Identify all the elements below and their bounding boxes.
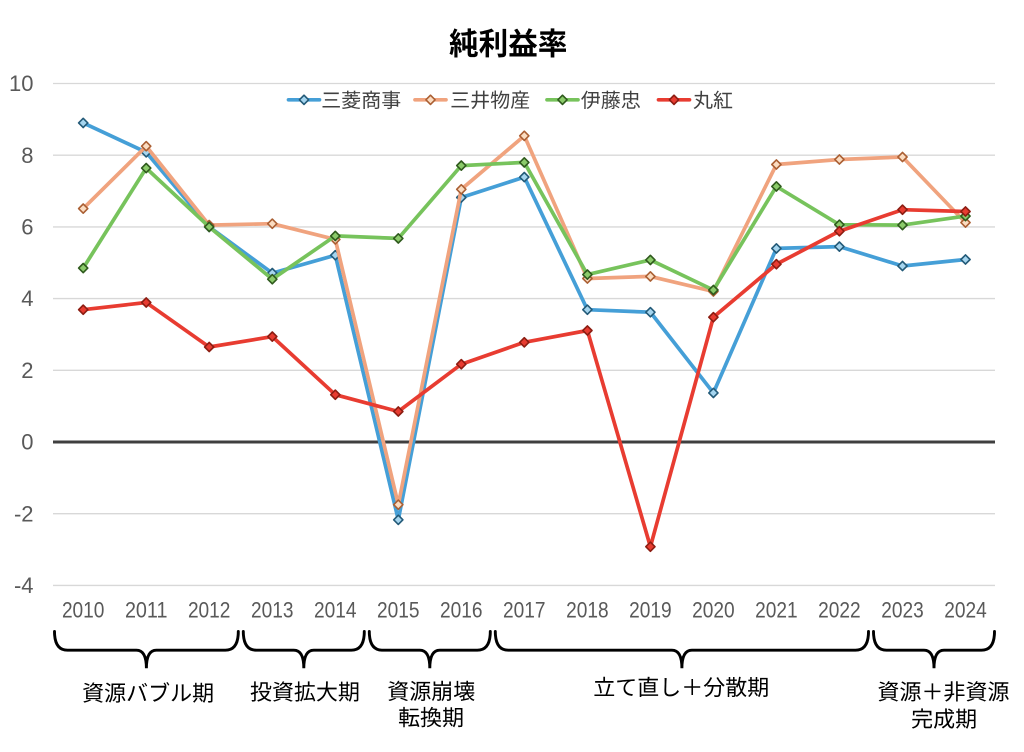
svg-text:2016: 2016 (440, 598, 483, 623)
svg-text:-2: -2 (14, 501, 34, 526)
svg-text:2018: 2018 (566, 598, 609, 623)
svg-text:0: 0 (21, 430, 33, 455)
svg-text:2019: 2019 (629, 598, 672, 623)
svg-text:2017: 2017 (503, 598, 546, 623)
svg-text:2: 2 (21, 358, 33, 383)
svg-text:2024: 2024 (944, 598, 987, 623)
svg-text:2013: 2013 (251, 598, 294, 623)
svg-text:2021: 2021 (755, 598, 798, 623)
svg-text:2023: 2023 (881, 598, 924, 623)
svg-text:6: 6 (21, 215, 33, 240)
svg-text:2011: 2011 (125, 598, 168, 623)
svg-text:-4: -4 (14, 573, 34, 598)
svg-text:2014: 2014 (314, 598, 357, 623)
svg-text:4: 4 (21, 286, 33, 311)
svg-text:2022: 2022 (818, 598, 861, 623)
svg-text:2012: 2012 (188, 598, 231, 623)
svg-text:2020: 2020 (692, 598, 735, 623)
svg-text:2010: 2010 (62, 598, 105, 623)
svg-text:8: 8 (21, 143, 33, 168)
svg-text:2015: 2015 (377, 598, 420, 623)
svg-text:10: 10 (9, 71, 33, 96)
